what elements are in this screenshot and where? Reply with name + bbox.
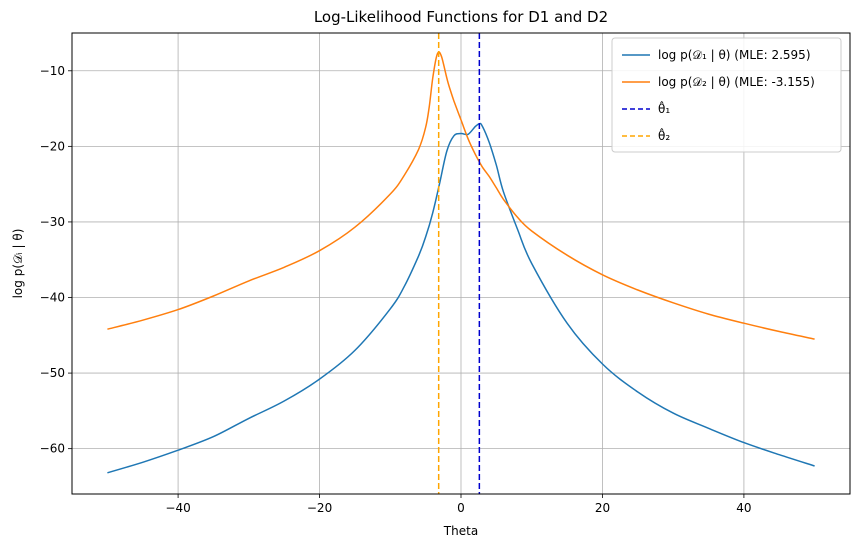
x-tick-label: 40	[736, 501, 751, 515]
legend-label-series-2: log p(𝒟₂ | θ) (MLE: -3.155)	[658, 75, 815, 89]
legend: log p(𝒟₁ | θ) (MLE: 2.595) log p(𝒟₂ | θ) …	[611, 37, 842, 153]
x-axis-label: Theta	[443, 524, 478, 538]
x-tick-label: −40	[165, 501, 190, 515]
x-tick-label: 20	[595, 501, 610, 515]
x-tick-label: −20	[307, 501, 332, 515]
plot-area	[107, 33, 815, 494]
y-tick-label: −10	[40, 64, 65, 78]
ticks: −40 −20 0 20 40 −60 −50 −40 −30 −20 −10	[40, 64, 752, 515]
series-1-line	[107, 122, 815, 474]
series-2-line	[107, 51, 815, 340]
y-axis-label: log p(𝒟ᵢ | θ)	[11, 229, 25, 299]
legend-label-mle-1: θ̂₁	[658, 100, 670, 116]
y-tick-label: −50	[40, 366, 65, 380]
chart-title: Log-Likelihood Functions for D1 and D2	[314, 8, 608, 26]
legend-label-series-1: log p(𝒟₁ | θ) (MLE: 2.595)	[658, 48, 811, 62]
y-tick-label: −30	[40, 215, 65, 229]
y-tick-label: −20	[40, 139, 65, 153]
legend-box	[611, 37, 842, 153]
y-tick-label: −60	[40, 442, 65, 456]
legend-label-mle-2: θ̂₂	[658, 127, 670, 143]
x-tick-label: 0	[457, 501, 465, 515]
y-tick-label: −40	[40, 291, 65, 305]
